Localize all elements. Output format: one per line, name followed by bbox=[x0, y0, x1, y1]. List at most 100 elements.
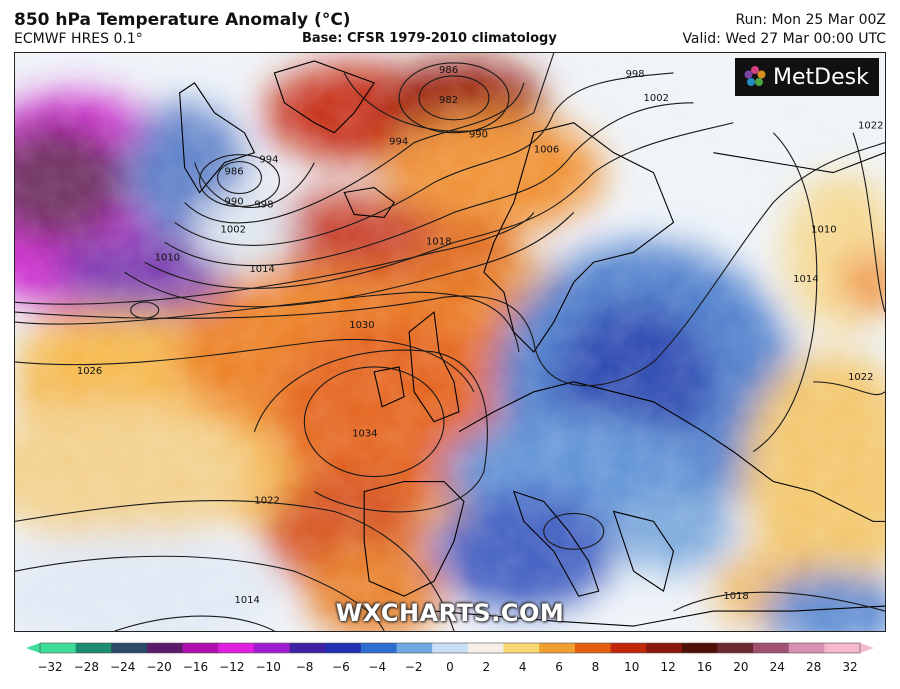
color-scale-swatch bbox=[467, 643, 504, 653]
isobar-label: 1010 bbox=[155, 252, 180, 263]
isobar-label: 1026 bbox=[77, 366, 102, 377]
color-scale-labels: −32 −28 −24 −20 −16 −12 −10 −8 −6 −4 −2 0 2 4 6 8 10 12 16… bbox=[37, 660, 857, 674]
isobar-1022-east bbox=[852, 132, 885, 313]
italy-coast bbox=[512, 490, 600, 597]
color-scale-tick-label: 12 bbox=[661, 660, 676, 674]
color-scale-tick-label: 6 bbox=[555, 660, 563, 674]
color-scale-swatch bbox=[681, 643, 718, 653]
color-scale-swatch bbox=[432, 643, 469, 653]
valid-time: Valid: Wed 27 Mar 00:00 UTC bbox=[682, 31, 886, 47]
color-scale-arrow-low bbox=[26, 643, 40, 653]
isobar-label: 1018 bbox=[723, 591, 748, 602]
isobar-998 bbox=[174, 72, 674, 246]
color-scale-tick-label: 32 bbox=[842, 660, 857, 674]
isobar-label: 994 bbox=[389, 137, 408, 148]
color-scale-tick-label: 24 bbox=[770, 660, 785, 674]
isobar-label: 986 bbox=[439, 65, 458, 76]
isobar-1010 bbox=[124, 212, 575, 308]
isobar-1026 bbox=[15, 338, 475, 393]
color-scale-swatch bbox=[182, 643, 219, 653]
color-scale-swatch bbox=[753, 643, 790, 653]
isobar-1030 bbox=[253, 349, 488, 513]
color-scale-tick-label: 20 bbox=[733, 660, 748, 674]
color-scale-swatch bbox=[40, 643, 77, 653]
isobar-label: 986 bbox=[225, 167, 244, 178]
isobar-label: 1014 bbox=[249, 264, 274, 275]
color-scale-swatch bbox=[717, 643, 754, 653]
isobar-label: 1006 bbox=[534, 145, 559, 156]
isobar-label: 1014 bbox=[793, 274, 818, 285]
metdesk-logo-text: MetDesk bbox=[773, 64, 869, 90]
color-scale-arrow-high bbox=[860, 643, 874, 653]
isobar-990-north bbox=[343, 53, 555, 132]
color-scale-tick-label: −8 bbox=[296, 660, 314, 674]
color-scale-swatch bbox=[289, 643, 326, 653]
isobars bbox=[15, 53, 885, 631]
iceland-coast bbox=[343, 186, 395, 219]
color-scale-swatch bbox=[539, 643, 576, 653]
isobar-1018-south bbox=[15, 555, 385, 631]
isobar-small-high bbox=[130, 301, 160, 319]
isobar-1018 bbox=[15, 291, 520, 353]
scandinavia-coast bbox=[483, 122, 675, 353]
isobar-label: 982 bbox=[439, 95, 458, 106]
isobar-990-west bbox=[194, 162, 315, 208]
isobar-label: 1018 bbox=[426, 236, 451, 247]
isobar-label: 1010 bbox=[811, 224, 836, 235]
color-scale-swatch bbox=[325, 643, 362, 653]
isobar-label: 1022 bbox=[858, 121, 883, 132]
isobar-1014-south bbox=[114, 615, 275, 631]
greenland-coast bbox=[179, 82, 256, 194]
color-scale-tick-label: −2 bbox=[405, 660, 423, 674]
color-scale-swatch bbox=[396, 643, 433, 653]
color-scale-tick-label: −12 bbox=[219, 660, 244, 674]
color-scale-swatches bbox=[26, 642, 874, 654]
color-scale-outline bbox=[39, 642, 861, 654]
isobar-1014-ne bbox=[813, 381, 885, 396]
color-scale-tick-label: 4 bbox=[519, 660, 527, 674]
isobar-1022 bbox=[15, 500, 455, 631]
metdesk-logo: MetDesk bbox=[735, 58, 879, 96]
color-scale-tick-label: 28 bbox=[806, 660, 821, 674]
color-scale-swatch bbox=[788, 643, 825, 653]
isobar-1034 bbox=[303, 366, 445, 478]
color-scale-tick-label: −16 bbox=[183, 660, 208, 674]
isobar-1002 bbox=[164, 102, 694, 267]
color-scale-swatch bbox=[253, 643, 291, 653]
isobar-1014-east bbox=[752, 132, 818, 453]
isobar-label: 1022 bbox=[848, 372, 873, 383]
isobar-1006 bbox=[144, 122, 734, 289]
color-scale-tick-label: −20 bbox=[146, 660, 171, 674]
isobar-1018-se bbox=[673, 591, 885, 612]
wxcharts-watermark: WXCHARTS.COM bbox=[335, 599, 565, 627]
color-scale-swatch bbox=[360, 643, 398, 653]
isobar-1010-b bbox=[15, 212, 535, 305]
color-scale-tick-label: 8 bbox=[592, 660, 600, 674]
color-scale-tick-label: −24 bbox=[110, 660, 135, 674]
color-scale-tick-label: 0 bbox=[446, 660, 454, 674]
isobar-1014 bbox=[15, 142, 885, 387]
color-scale-tick-label: −6 bbox=[332, 660, 350, 674]
isobar-label: 990 bbox=[469, 130, 488, 141]
color-scale-tick-label: −28 bbox=[74, 660, 99, 674]
coastlines bbox=[179, 60, 885, 627]
model-name: ECMWF HRES 0.1° bbox=[14, 31, 143, 47]
color-scale-swatch bbox=[610, 643, 647, 653]
continent-north-coast bbox=[458, 381, 885, 522]
color-scale-swatch bbox=[218, 643, 255, 653]
isobar-986-north bbox=[398, 62, 510, 134]
color-scale-swatch bbox=[75, 643, 112, 653]
isobar-label: 1022 bbox=[254, 495, 279, 506]
isobar-labels: 982 986 986 990 990 994 994 998 998 1002… bbox=[77, 65, 884, 606]
iberia-coast bbox=[363, 480, 465, 597]
isobar-label: 1014 bbox=[234, 595, 259, 606]
color-scale-swatch bbox=[111, 643, 148, 653]
color-scale-tick-label: 2 bbox=[483, 660, 491, 674]
isobar-label: 990 bbox=[225, 196, 244, 207]
color-scale-tick-label: 10 bbox=[624, 660, 639, 674]
color-scale-tick-label: −4 bbox=[368, 660, 386, 674]
isobar-982-west bbox=[216, 161, 262, 195]
balkans-coast bbox=[612, 510, 675, 593]
color-scale-tick-label: −10 bbox=[256, 660, 281, 674]
great-britain-coast bbox=[408, 311, 460, 423]
